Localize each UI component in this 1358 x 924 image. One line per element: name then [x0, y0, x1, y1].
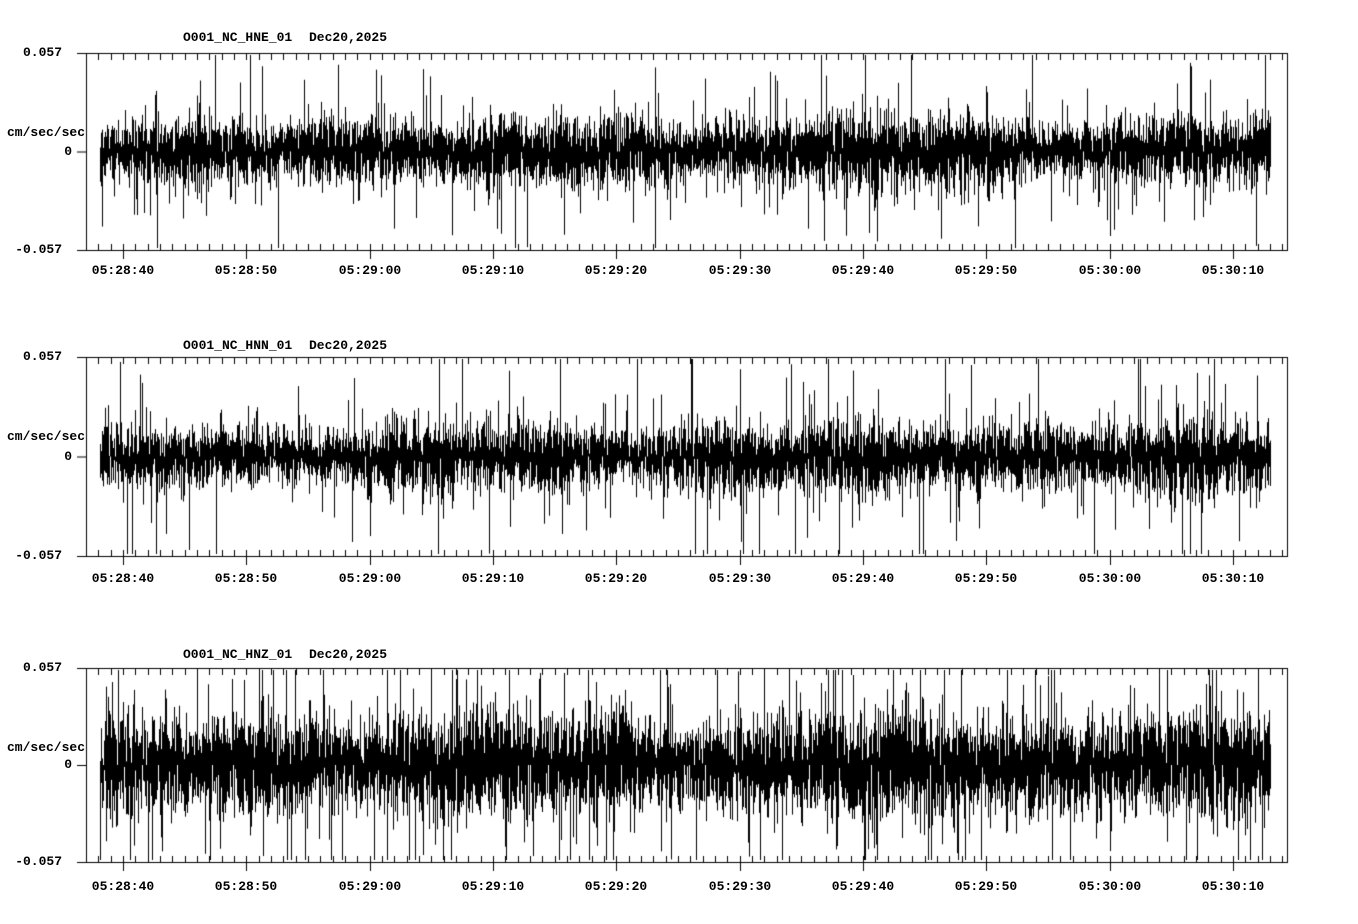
x-tick-label: 05:29:50 [954, 263, 1018, 278]
y-tick-zero-label: 0 [64, 757, 72, 772]
station-channel-label: O001_NC_HNZ_01 [183, 647, 293, 662]
x-tick-label: 05:29:40 [831, 879, 895, 894]
x-tick-label: 05:29:40 [831, 571, 895, 586]
x-tick-label: 05:30:00 [1078, 879, 1142, 894]
date-label: Dec20,2025 [309, 647, 388, 662]
x-tick-label: 05:29:40 [831, 263, 895, 278]
x-tick-label: 05:30:10 [1201, 879, 1265, 894]
y-tick-zero-label: 0 [64, 448, 72, 464]
x-tick-label: 05:30:00 [1078, 263, 1142, 278]
x-tick-label: 05:29:00 [338, 571, 402, 586]
x-tick-label: 05:29:20 [584, 263, 648, 278]
y-tick-min-label: -0.057 [15, 548, 62, 563]
y-tick-max-label: 0.057 [22, 45, 62, 60]
x-tick-label: 05:30:10 [1201, 571, 1265, 586]
y-axis-units-label: cm/sec/sec [6, 429, 85, 444]
x-tick-label: 05:28:50 [214, 263, 278, 278]
date-label: Dec20,2025 [309, 338, 388, 353]
x-tick-label: 05:29:50 [954, 879, 1018, 894]
x-tick-label: 05:30:00 [1078, 571, 1142, 586]
date-label: Dec20,2025 [309, 30, 388, 45]
x-tick-label: 05:28:40 [91, 571, 155, 586]
y-tick-zero-label: 0 [64, 143, 72, 159]
y-axis-units-label: cm/sec/sec [6, 125, 85, 140]
x-tick-label: 05:29:00 [338, 263, 402, 278]
x-tick-label: 05:28:40 [91, 263, 155, 278]
x-tick-label: 05:29:30 [708, 879, 772, 894]
x-tick-label: 05:30:10 [1201, 263, 1265, 278]
x-tick-label: 05:29:10 [461, 879, 525, 894]
x-tick-label: 05:28:50 [214, 879, 278, 894]
y-tick-max-label: 0.057 [22, 349, 62, 364]
x-tick-label: 05:29:10 [461, 263, 525, 278]
x-tick-label: 05:29:00 [338, 879, 402, 894]
x-tick-label: 05:29:20 [584, 879, 648, 894]
x-tick-label: 05:29:10 [461, 571, 525, 586]
y-tick-max-label: 0.057 [22, 660, 62, 675]
station-channel-label: O001_NC_HNN_01 [183, 338, 293, 353]
x-tick-label: 05:29:20 [584, 571, 648, 586]
x-tick-label: 05:29:30 [708, 263, 772, 278]
x-tick-label: 05:29:50 [954, 571, 1018, 586]
x-tick-label: 05:29:30 [708, 571, 772, 586]
station-channel-label: O001_NC_HNE_01 [183, 30, 293, 45]
y-axis-units-label: cm/sec/sec [6, 740, 85, 755]
y-tick-min-label: -0.057 [15, 242, 62, 257]
y-tick-min-label: -0.057 [15, 854, 62, 869]
x-tick-label: 05:28:50 [214, 571, 278, 586]
x-tick-label: 05:28:40 [91, 879, 155, 894]
